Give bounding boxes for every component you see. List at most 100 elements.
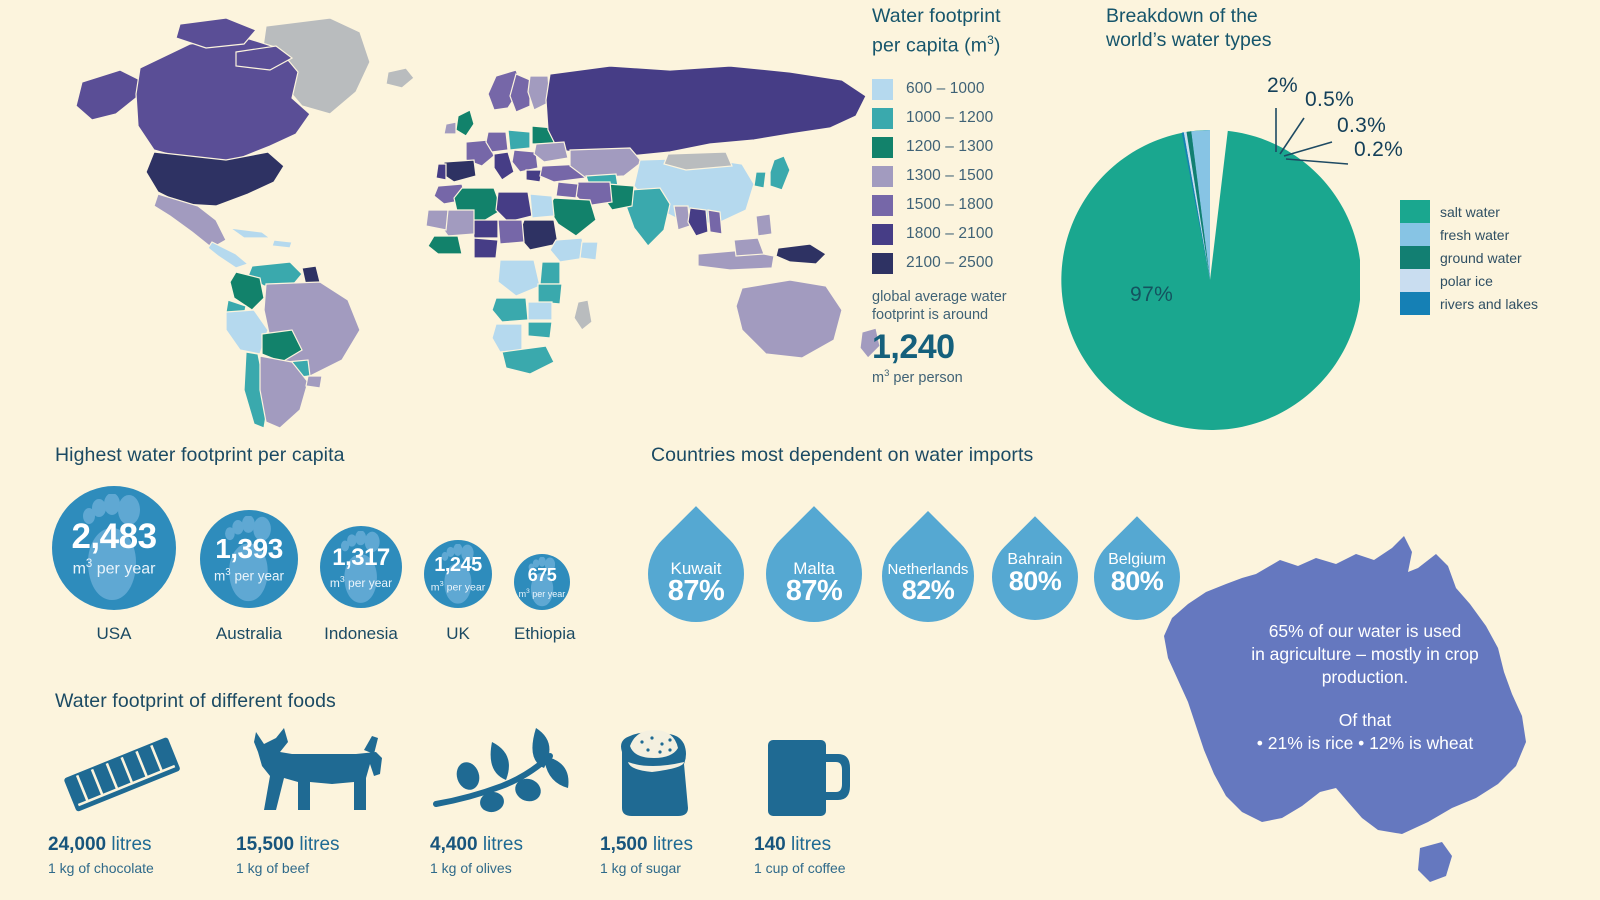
map-country-madagascar (573, 299, 593, 331)
cubic-metre-superscript: 3 (884, 367, 890, 379)
pie-legend-label: salt water (1440, 203, 1500, 220)
map-country-mauritania (425, 209, 449, 231)
legend-label: 1800 – 2100 (906, 225, 994, 242)
droplet-kuwait: Kuwait 87% (628, 482, 764, 642)
map-country-new-zealand (859, 327, 881, 359)
map-country-ukraine (533, 141, 569, 163)
footprint-circle: 1,245 m3 per year (424, 540, 492, 608)
pie-legend-label: ground water (1440, 249, 1522, 266)
droplet-country: Kuwait (670, 559, 722, 578)
map-country-mongolia (663, 151, 733, 171)
pie-legend-swatch (1400, 246, 1430, 269)
footprint-icon (340, 531, 384, 607)
map-country-chad (497, 219, 525, 245)
legend-label: 2100 – 2500 (906, 254, 994, 271)
map-country-spain (441, 159, 477, 183)
map-country-alaska (75, 69, 141, 121)
australia-crop-bullets: • 21% is rice • 12% is wheat (1256, 733, 1474, 753)
map-country-iceland (385, 67, 415, 89)
pie-legend-swatch (1400, 269, 1430, 292)
droplet-text: Netherlands 82% (882, 562, 974, 605)
footprint-icon (528, 557, 558, 609)
map-country-hispaniola (271, 239, 293, 249)
footprint-value: 1,245 (434, 554, 482, 576)
world-map (30, 10, 890, 440)
droplet-text: Malta 87% (766, 560, 862, 607)
map-country-cuba (229, 227, 272, 239)
food-description: 1 cup of coffee (754, 860, 846, 876)
pie-chart-title: Breakdown of the world’s water types (1106, 5, 1272, 51)
map-country-drc (497, 259, 541, 297)
pie-label-salt-water: 97% (1130, 283, 1174, 306)
food-amount: 1,500 litres (600, 834, 693, 855)
cow-icon (236, 724, 411, 820)
pie-legend-item: rivers and lakes (1400, 292, 1538, 315)
legend-item: 2100 – 2500 (872, 249, 1072, 278)
map-country-nigeria (473, 237, 499, 259)
food-amount: 140 litres (754, 834, 832, 855)
footprint-icon (82, 494, 146, 606)
droplet-text: Bahrain 80% (992, 551, 1078, 597)
map-country-iraq (555, 181, 579, 199)
map-country-central-america (207, 241, 250, 269)
tasmania-shape (1418, 842, 1452, 882)
footprint-unit: m3 per year (430, 579, 486, 594)
footprint-icon (441, 544, 477, 607)
water-types-pie-chart (1040, 130, 1360, 435)
pie-legend-label: polar ice (1440, 272, 1493, 289)
footprint-icon (224, 516, 276, 606)
food-amount: 15,500 litres (236, 834, 340, 855)
map-country-egypt (529, 193, 555, 219)
global-average-value: 1,240 (872, 327, 955, 366)
pie-legend-swatch (1400, 200, 1430, 223)
olive-branch-icon (430, 724, 605, 820)
map-country-niger (471, 219, 499, 239)
section-heading-foods: Water footprint of different foods (55, 690, 336, 712)
footprint-country-label: Indonesia (324, 624, 398, 643)
legend-item: 1000 – 1200 (872, 104, 1072, 133)
droplet-belgium: Belgium 80% (1076, 496, 1198, 638)
legend-item: 1200 – 1300 (872, 133, 1072, 162)
footprint-value: 675 (527, 564, 557, 585)
food-item-beef: 15,500 litres 1 kg of beef (236, 724, 411, 876)
pie-slice-salt-water (1061, 130, 1360, 430)
map-country-chile (243, 351, 269, 429)
map-country-argentina (259, 355, 309, 429)
pie-callout-rivers-and-lakes: 0.2% (1354, 138, 1404, 161)
legend-item: 1800 – 2100 (872, 220, 1072, 249)
food-description: 1 kg of olives (430, 860, 512, 876)
legend-swatch (872, 107, 893, 129)
food-amount: 4,400 litres (430, 834, 523, 855)
footprint-value: 1,393 (215, 533, 283, 564)
legend-swatch (872, 194, 893, 216)
map-country-usa (145, 151, 285, 207)
map-country-poland (507, 129, 531, 151)
map-country-sudan (517, 219, 559, 251)
droplet-country: Malta (793, 559, 835, 578)
map-country-india (625, 187, 671, 247)
droplet-text: Belgium 80% (1094, 551, 1180, 596)
pie-legend-item: fresh water (1400, 223, 1538, 246)
map-country-myanmar (673, 205, 691, 231)
sugar-sack-icon (600, 724, 775, 820)
footprint-unit: m3 per year (518, 587, 566, 599)
droplet-netherlands: Netherlands 82% (862, 488, 994, 642)
map-country-ethiopia (549, 237, 587, 263)
droplet-percent: 80% (1008, 566, 1062, 597)
footprint-circle: 1,317 m3 per year (320, 526, 402, 608)
droplet-country: Netherlands (887, 561, 969, 578)
footprint-item-indonesia: 1,317 m3 per year Indonesia (320, 526, 402, 643)
pie-slice-polar-ice (1183, 131, 1210, 280)
map-country-angola (491, 297, 529, 323)
legend-label: 1200 – 1300 (906, 138, 994, 155)
footprint-item-australia: 1,393 m3 per year Australia (200, 510, 298, 643)
map-country-zimbabwe (527, 321, 553, 339)
map-legend: Water footprint per capita (m3) 600 – 10… (872, 4, 1072, 385)
footprint-country-label: Australia (215, 624, 283, 643)
text-spacer (1205, 689, 1525, 709)
coffee-mug-icon (754, 724, 929, 820)
legend-item: 1500 – 1800 (872, 191, 1072, 220)
map-legend-title: Water footprint per capita (m3) (872, 5, 1001, 57)
section-heading-water-imports: Countries most dependent on water import… (651, 444, 1034, 466)
footprint-item-uk: 1,245 m3 per year UK (424, 540, 492, 643)
